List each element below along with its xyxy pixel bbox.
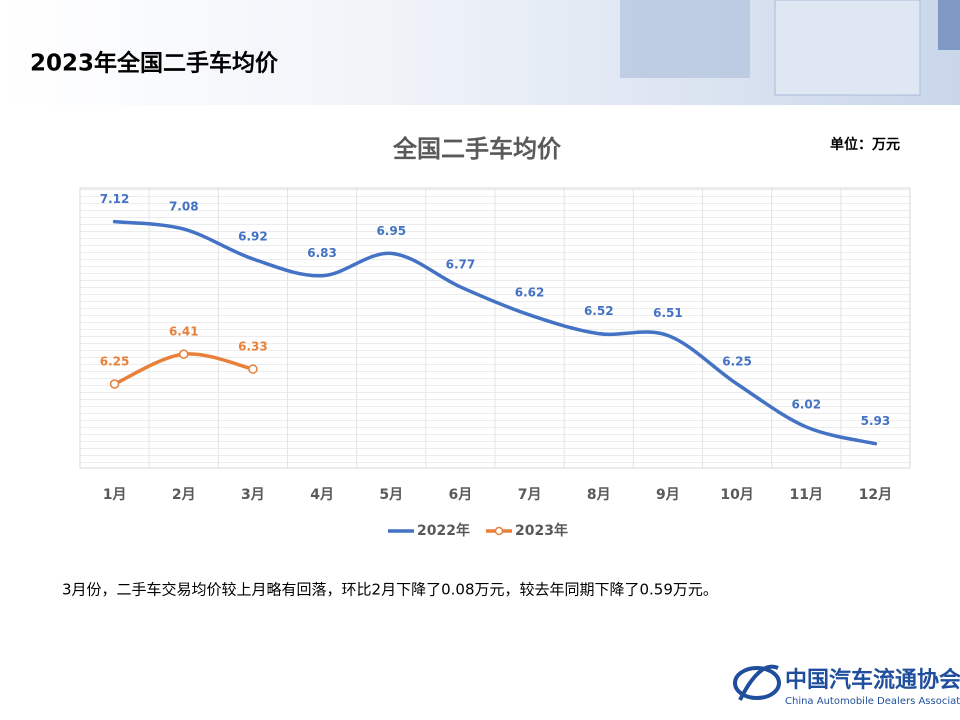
logo-icon	[733, 666, 781, 700]
data-label: 6.83	[307, 246, 337, 260]
plot: 1月 2月 3月 4月 5月 6月 7月 8月 9月 10月 11月 12月 7.12 7.08 6.92 6…	[100, 188, 892, 539]
point-marker	[248, 364, 258, 374]
data-label: 7.08	[169, 200, 199, 214]
logo-icon	[738, 664, 779, 701]
header-decor	[620, 0, 750, 78]
x-tick-label: 2月	[172, 487, 196, 503]
x-tick-label: 7月	[518, 487, 542, 503]
header-decor	[774, 0, 921, 96]
x-tick-label: 11月	[790, 487, 823, 503]
legend-label: 2022年	[417, 522, 470, 539]
x-tick-label: 12月	[859, 487, 892, 503]
data-label: 6.92	[238, 229, 268, 243]
data-label: 7.12	[100, 192, 130, 206]
x-tick-label: 4月	[310, 487, 334, 503]
point-marker	[179, 349, 189, 359]
x-tick-label: 9月	[656, 487, 680, 503]
data-label: 6.02	[791, 397, 821, 411]
legend-marker	[494, 526, 504, 536]
note: 3月份，二手车交易均价较上月略有回落，环比2月下降了0.08万元，较去年同期下降…	[62, 581, 718, 599]
unit-label: 单位：万元	[830, 136, 900, 153]
x-tick-label: 10月	[720, 487, 753, 503]
point-marker	[109, 379, 120, 389]
legend-label: 2023年	[515, 522, 568, 539]
org-name-en: China Automobile Dealers Association	[785, 696, 960, 707]
x-tick-label: 3月	[241, 487, 265, 503]
x-tick-label: 1月	[103, 487, 127, 503]
x-tick-label: 6月	[449, 487, 473, 503]
data-label: 6.77	[446, 257, 476, 271]
data-label: 5.93	[861, 414, 891, 428]
data-label: 6.52	[584, 304, 614, 318]
x-tick-label: 8月	[587, 487, 611, 503]
slide-title: 2023年全国二手车均价	[30, 50, 279, 77]
data-label: 6.62	[515, 285, 545, 299]
data-label: 6.25	[100, 355, 130, 369]
series-line	[112, 219, 878, 446]
data-label: 6.95	[376, 224, 406, 238]
data-label: 6.41	[169, 325, 199, 339]
org-name: 中国汽车流通协会	[785, 667, 960, 693]
chart-title: 全国二手车均价	[392, 135, 562, 163]
header-decor	[938, 0, 960, 50]
x-tick-label: 5月	[379, 487, 403, 503]
data-label: 6.51	[653, 306, 683, 320]
data-label: 6.25	[722, 355, 752, 369]
data-label: 6.33	[238, 340, 268, 354]
